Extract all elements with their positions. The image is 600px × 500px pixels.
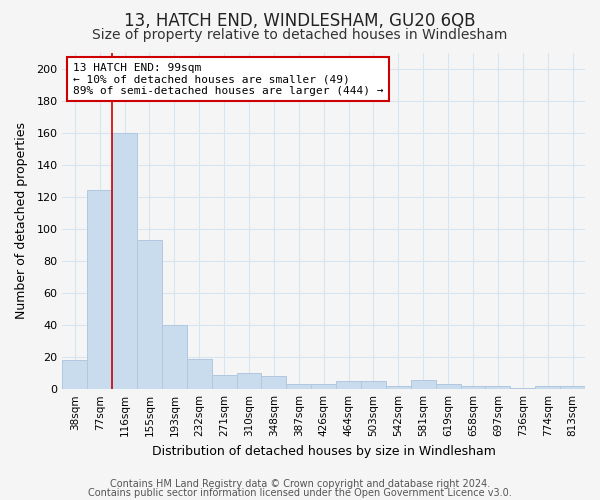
Bar bbox=[87, 190, 112, 389]
Bar bbox=[535, 386, 560, 389]
Text: 13 HATCH END: 99sqm
← 10% of detached houses are smaller (49)
89% of semi-detach: 13 HATCH END: 99sqm ← 10% of detached ho… bbox=[73, 62, 383, 96]
Bar bbox=[560, 386, 585, 389]
Bar bbox=[212, 375, 236, 389]
Text: Size of property relative to detached houses in Windlesham: Size of property relative to detached ho… bbox=[92, 28, 508, 42]
Bar bbox=[461, 386, 485, 389]
Bar bbox=[485, 386, 511, 389]
Bar bbox=[411, 380, 436, 389]
Bar bbox=[112, 132, 137, 389]
Bar bbox=[361, 381, 386, 389]
Bar bbox=[137, 240, 162, 389]
Bar bbox=[386, 386, 411, 389]
Bar bbox=[336, 381, 361, 389]
Bar bbox=[187, 358, 212, 389]
Bar bbox=[286, 384, 311, 389]
Bar bbox=[162, 325, 187, 389]
Text: Contains public sector information licensed under the Open Government Licence v3: Contains public sector information licen… bbox=[88, 488, 512, 498]
Bar bbox=[236, 373, 262, 389]
Bar bbox=[436, 384, 461, 389]
Bar bbox=[262, 376, 286, 389]
Text: 13, HATCH END, WINDLESHAM, GU20 6QB: 13, HATCH END, WINDLESHAM, GU20 6QB bbox=[124, 12, 476, 30]
Bar bbox=[62, 360, 87, 389]
Y-axis label: Number of detached properties: Number of detached properties bbox=[15, 122, 28, 320]
Text: Contains HM Land Registry data © Crown copyright and database right 2024.: Contains HM Land Registry data © Crown c… bbox=[110, 479, 490, 489]
Bar bbox=[311, 384, 336, 389]
X-axis label: Distribution of detached houses by size in Windlesham: Distribution of detached houses by size … bbox=[152, 444, 496, 458]
Bar bbox=[511, 388, 535, 389]
